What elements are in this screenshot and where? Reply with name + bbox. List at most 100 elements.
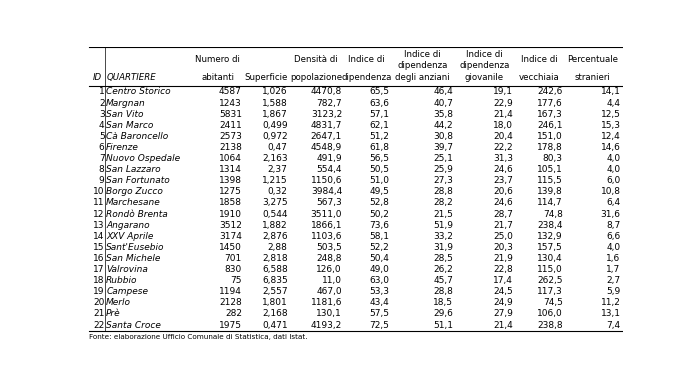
Text: 13: 13 [93,221,104,230]
Text: 45,7: 45,7 [433,276,453,285]
Text: 4831,7: 4831,7 [311,121,342,130]
Text: 18,5: 18,5 [433,298,453,307]
Text: 28,8: 28,8 [433,287,453,296]
Text: 39,7: 39,7 [433,143,453,152]
Text: 4587: 4587 [219,87,242,96]
Text: 25,0: 25,0 [493,232,513,241]
Text: 56,5: 56,5 [370,154,389,163]
Text: 554,4: 554,4 [316,165,342,174]
Text: 18: 18 [93,276,104,285]
Text: 1866,1: 1866,1 [311,221,342,230]
Text: 1398: 1398 [219,176,242,185]
Text: 6,588: 6,588 [262,265,288,274]
Text: Indice di: Indice di [520,55,557,64]
Text: 503,5: 503,5 [316,243,342,252]
Text: 3174: 3174 [219,232,242,241]
Text: 1,7: 1,7 [606,265,621,274]
Text: 65,5: 65,5 [370,87,389,96]
Text: 1,215: 1,215 [262,176,288,185]
Text: 105,1: 105,1 [537,165,563,174]
Text: 4,0: 4,0 [606,165,621,174]
Text: 57,5: 57,5 [370,309,389,319]
Text: 30,8: 30,8 [433,132,453,141]
Text: 1858: 1858 [219,199,242,207]
Text: 52,2: 52,2 [370,243,389,252]
Text: 7: 7 [99,154,104,163]
Text: 17: 17 [93,265,104,274]
Text: 15: 15 [93,243,104,252]
Text: 3,275: 3,275 [262,199,288,207]
Text: 115,5: 115,5 [537,176,563,185]
Text: 1,588: 1,588 [262,99,288,108]
Text: 24,9: 24,9 [493,298,513,307]
Text: San Michele: San Michele [106,254,161,263]
Text: Borgo Zucco: Borgo Zucco [106,187,163,197]
Text: 50,4: 50,4 [370,254,389,263]
Text: 6,0: 6,0 [606,176,621,185]
Text: Firenze: Firenze [106,143,139,152]
Text: 31,3: 31,3 [493,154,513,163]
Text: 2138: 2138 [219,143,242,152]
Text: 10: 10 [93,187,104,197]
Text: 3511,0: 3511,0 [311,209,342,218]
Text: 5: 5 [99,132,104,141]
Text: 782,7: 782,7 [316,99,342,108]
Text: 14: 14 [93,232,104,241]
Text: 11,2: 11,2 [601,298,621,307]
Text: 246,1: 246,1 [537,121,563,130]
Text: Santa Croce: Santa Croce [106,321,161,330]
Text: 5831: 5831 [219,110,242,119]
Text: 19: 19 [93,287,104,296]
Text: 22: 22 [93,321,104,330]
Text: 49,0: 49,0 [370,265,389,274]
Text: degli anziani: degli anziani [395,73,450,82]
Text: 2,7: 2,7 [606,276,621,285]
Text: 20: 20 [93,298,104,307]
Text: 31,9: 31,9 [433,243,453,252]
Text: 1910: 1910 [219,209,242,218]
Text: 0,47: 0,47 [268,143,288,152]
Text: Densità di: Densità di [294,55,338,64]
Text: 14,6: 14,6 [601,143,621,152]
Text: 2,168: 2,168 [262,309,288,319]
Text: 24,6: 24,6 [493,199,513,207]
Text: dipendenza: dipendenza [342,73,392,82]
Text: 0,499: 0,499 [262,121,288,130]
Text: 1243: 1243 [219,99,242,108]
Text: 114,7: 114,7 [537,199,563,207]
Text: 139,8: 139,8 [537,187,563,197]
Text: 830: 830 [225,265,242,274]
Text: 27,9: 27,9 [493,309,513,319]
Text: 4: 4 [99,121,104,130]
Text: 12: 12 [93,209,104,218]
Text: Angarano: Angarano [106,221,150,230]
Text: 3123,2: 3123,2 [311,110,342,119]
Text: 19,1: 19,1 [493,87,513,96]
Text: Merlo: Merlo [106,298,131,307]
Text: 1450: 1450 [219,243,242,252]
Text: 1: 1 [99,87,104,96]
Text: QUARTIERE: QUARTIERE [106,73,156,82]
Text: Indice di
dipendenza: Indice di dipendenza [397,50,448,69]
Text: 75: 75 [230,276,242,285]
Text: Rubbio: Rubbio [106,276,138,285]
Text: Valrovina: Valrovina [106,265,148,274]
Text: 22,8: 22,8 [493,265,513,274]
Text: 282: 282 [225,309,242,319]
Text: 29,6: 29,6 [433,309,453,319]
Text: 2573: 2573 [219,132,242,141]
Text: 22,9: 22,9 [493,99,513,108]
Text: 167,3: 167,3 [537,110,563,119]
Text: 701: 701 [225,254,242,263]
Text: 11,0: 11,0 [322,276,342,285]
Text: 28,2: 28,2 [433,199,453,207]
Text: 2647,1: 2647,1 [311,132,342,141]
Text: 132,9: 132,9 [537,232,563,241]
Text: 12,4: 12,4 [601,132,621,141]
Text: 1314: 1314 [219,165,242,174]
Text: 25,1: 25,1 [433,154,453,163]
Text: 1,867: 1,867 [262,110,288,119]
Text: 49,5: 49,5 [370,187,389,197]
Text: 73,6: 73,6 [370,221,389,230]
Text: 63,0: 63,0 [370,276,389,285]
